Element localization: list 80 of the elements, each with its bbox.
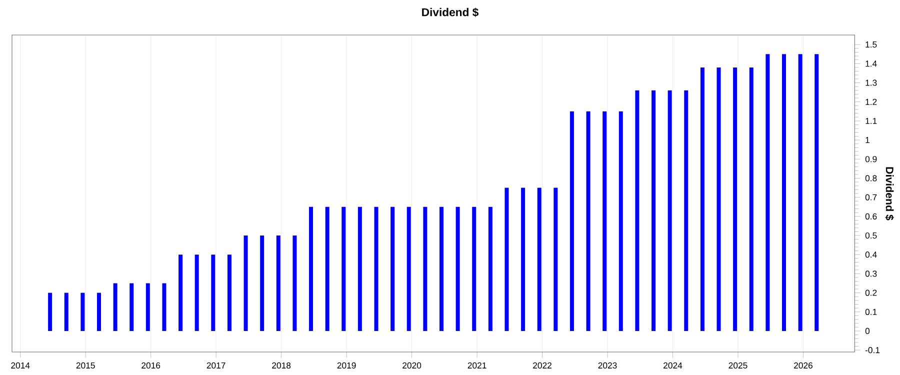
bar [652,90,656,331]
bar [178,254,183,331]
bar [390,206,395,331]
bar [113,283,118,331]
bar [292,236,297,331]
bar [700,67,704,331]
y2-tick-label: 1.2 [866,98,877,105]
y2-tick-label: 0.8 [865,175,877,182]
y2-tick-label: 0.2 [865,290,877,296]
bar [537,188,542,331]
bar [358,206,362,331]
x-tick-label: 2024 [664,362,682,369]
y2-tick-label: 0.3 [865,270,877,277]
bar [325,206,330,331]
bar [472,206,476,331]
bar [342,206,346,331]
y2-tick-label: 1 [866,137,870,144]
bar [749,67,754,331]
x-tick-label: 2026 [794,362,812,369]
x-tick-label: 2025 [728,362,748,369]
bar [635,90,640,331]
y2-tick-label: 0.7 [865,194,877,200]
bar [406,206,411,331]
bar [423,206,428,331]
bar [716,67,721,331]
bar [80,292,85,331]
bar [521,188,526,331]
y2-tick-label: 0.1 [865,308,877,315]
bar [439,206,444,331]
y2-axis-title: Dividend $ [885,167,894,220]
bar [668,90,672,331]
bar [554,188,558,331]
bar [48,292,52,331]
bar [618,111,623,331]
bar [309,206,314,331]
y2-tick-label: 0.6 [865,213,877,220]
bar [766,54,770,331]
bar [227,254,232,331]
bar [146,283,150,331]
x-tick-label: 2022 [533,362,552,369]
chart-title: Dividend $ [422,8,478,17]
bar [194,254,199,331]
bar [260,236,264,331]
bar [374,206,378,331]
x-tick-label: 2023 [598,362,617,369]
bar [782,54,786,331]
bar [130,283,134,331]
bar [488,206,492,331]
bar [504,188,509,331]
bar [244,236,248,331]
bar [684,90,688,331]
bar [733,67,738,331]
y2-tick-label: 0.9 [865,156,877,162]
y2-tick-label: 0.5 [865,232,877,239]
bar [456,206,460,331]
bar [586,111,590,331]
bar [814,54,819,331]
bar [211,254,216,331]
bar [64,292,68,331]
x-tick-label: 2019 [337,362,356,369]
x-tick-label: 2017 [206,362,226,369]
bar [798,54,802,331]
y2-tick-label: 0.4 [865,252,877,258]
y2-tick-label: 1.5 [866,42,877,48]
bar [602,111,607,331]
y2-tick-label: 1.3 [866,80,877,86]
bar [276,236,280,331]
x-tick-label: 2018 [272,362,291,369]
bar [162,283,166,331]
x-tick-label: 2014 [11,362,30,369]
x-tick-label: 2016 [142,362,160,369]
bar [570,111,574,331]
bar [96,292,101,331]
y2-tick-label: -0.1 [865,347,880,354]
y2-tick-label: 0 [865,328,870,334]
x-tick-label: 2015 [76,362,95,369]
y2-tick-label: 1.1 [866,118,877,124]
x-tick-label: 2021 [468,362,486,369]
y2-tick-label: 1.4 [866,60,877,67]
x-tick-label: 2020 [402,362,422,369]
